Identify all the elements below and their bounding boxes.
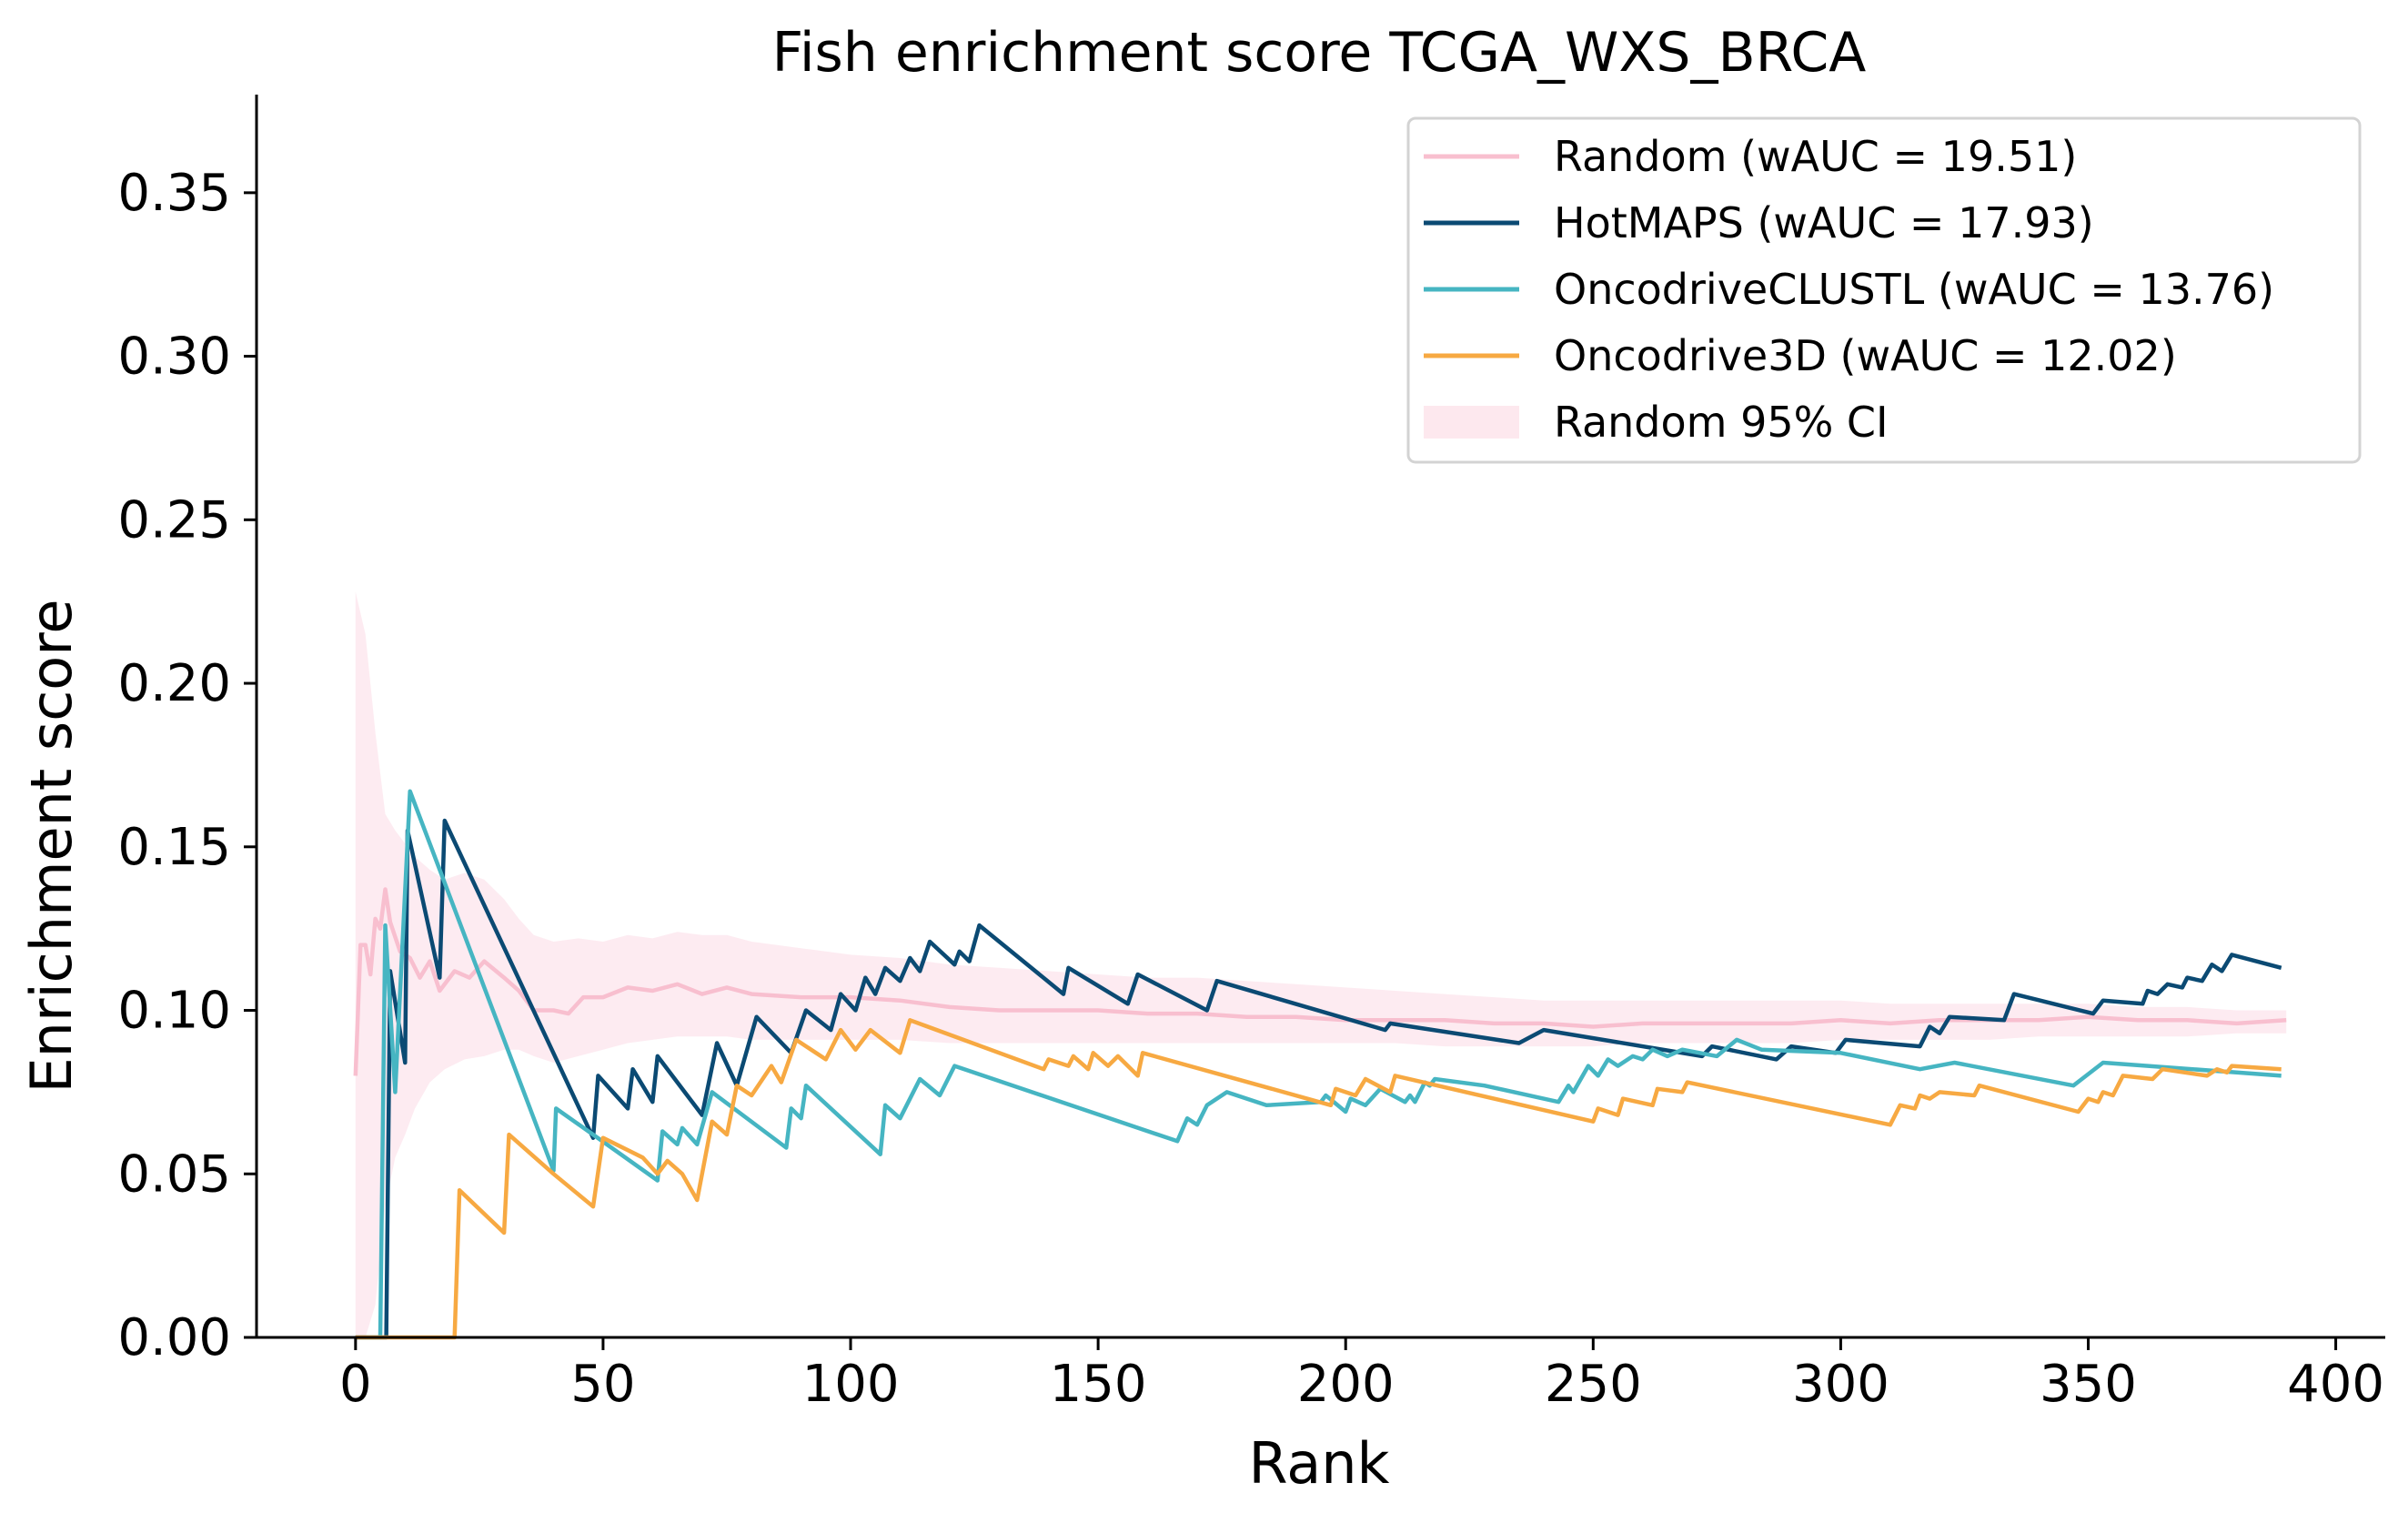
legend-label-clustl: OncodriveCLUSTL (wAUC = 13.76) [1554, 265, 2274, 314]
random-ci-band [355, 591, 2287, 1337]
x-tick-label: 400 [2287, 1355, 2384, 1414]
y-tick-label: 0.15 [117, 818, 231, 877]
legend-label-o3d: Oncodrive3D (wAUC = 12.02) [1554, 331, 2177, 380]
y-tick-label: 0.00 [117, 1308, 231, 1367]
y-tick-label: 0.35 [117, 164, 231, 223]
x-tick-label: 250 [1545, 1355, 1642, 1414]
chart-title: Fish enrichment score TCGA_WXS_BRCA [772, 21, 1867, 85]
x-tick-label: 0 [339, 1355, 372, 1414]
x-tick-label: 150 [1050, 1355, 1147, 1414]
y-tick-label: 0.30 [117, 328, 231, 387]
x-tick-label: 300 [1792, 1355, 1889, 1414]
legend-label-ci: Random 95% CI [1554, 398, 1889, 447]
x-tick-label: 350 [2040, 1355, 2137, 1414]
axes: 0 50 100 150 200 250 300 350 400 0.00 0.05 0.10 0.15… [117, 95, 2385, 1414]
plot-area [353, 591, 2287, 1340]
legend-swatch-ci [1424, 406, 1519, 439]
x-tick-label: 50 [570, 1355, 635, 1414]
x-tick-label: 200 [1297, 1355, 1395, 1414]
y-tick-label: 0.20 [117, 654, 231, 713]
x-axis-title: Rank [1249, 1430, 1390, 1497]
series-line-hotmaps [355, 818, 2282, 1340]
y-tick-label: 0.10 [117, 982, 231, 1041]
legend-label-random: Random (wAUC = 19.51) [1554, 132, 2077, 181]
x-tick-label: 100 [802, 1355, 900, 1414]
y-tick-label: 0.05 [117, 1145, 231, 1204]
legend-box [1406, 116, 2362, 464]
y-tick-label: 0.25 [117, 490, 231, 550]
series-line-clustl [355, 789, 2282, 1340]
y-axis-title: Enrichment score [18, 599, 85, 1093]
series-line-o3d [355, 1018, 2282, 1340]
legend-label-hotmaps: HotMAPS (wAUC = 17.93) [1554, 198, 2094, 247]
series-line-random [353, 887, 2287, 1076]
legend: Random (wAUC = 19.51) HotMAPS (wAUC = 17… [1406, 116, 2362, 464]
